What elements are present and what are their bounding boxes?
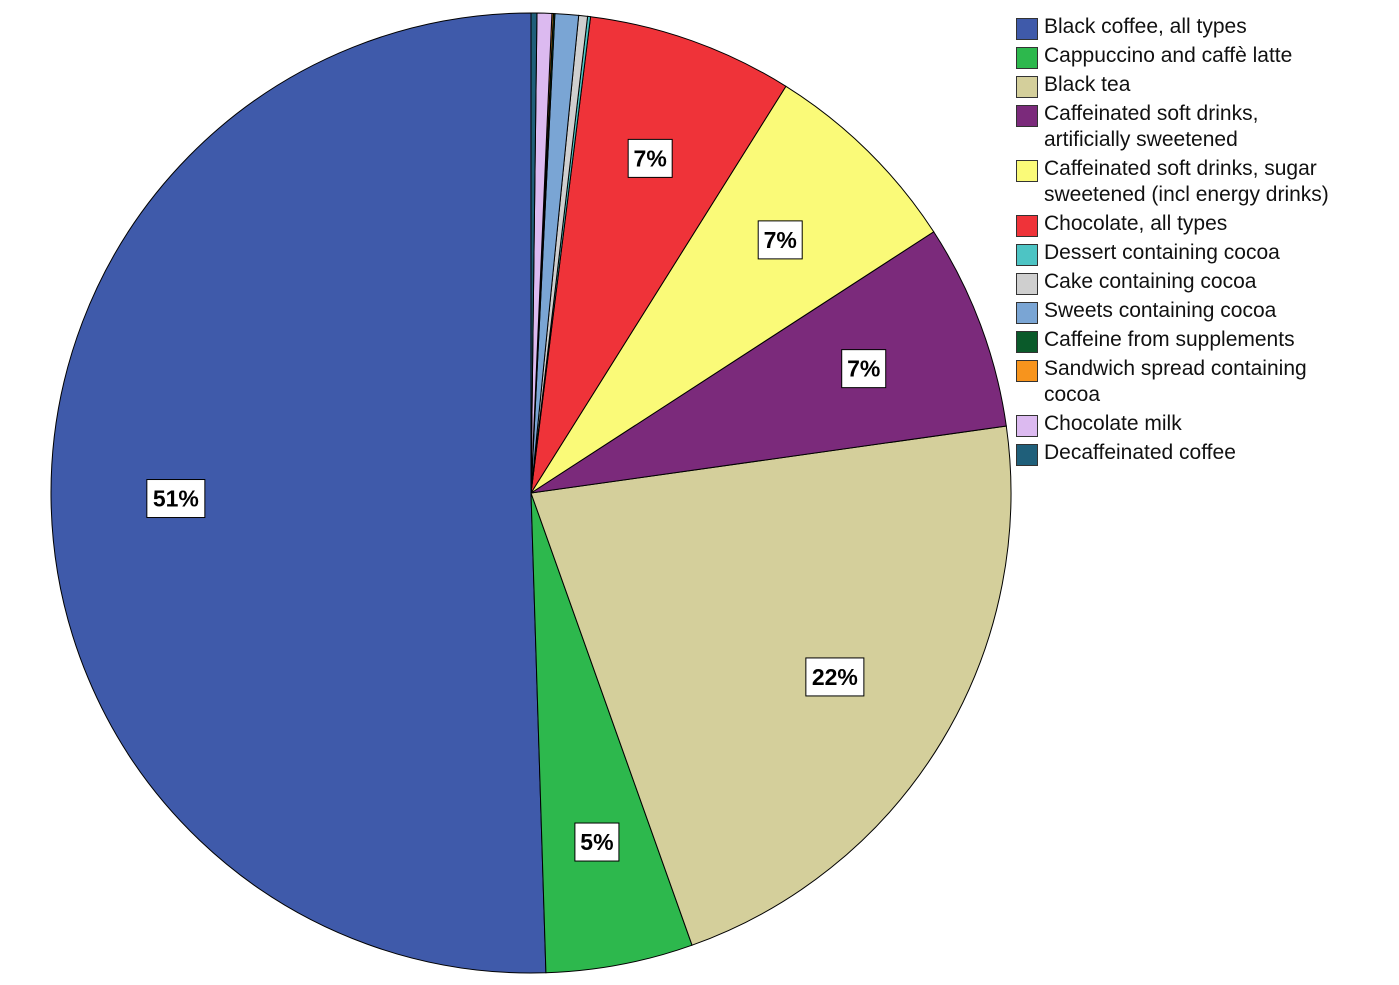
data-label-text: 51%	[153, 486, 199, 512]
legend-swatch	[1016, 47, 1038, 69]
legend-swatch	[1016, 215, 1038, 237]
pie-slice-0	[50, 12, 547, 974]
data-label-box	[574, 822, 620, 862]
legend-swatch	[1016, 331, 1038, 353]
pie-data-labels: 51% 5% 22% 7% 7% 7%	[146, 138, 887, 862]
legend-item-5: Chocolate, all types	[1016, 211, 1396, 237]
legend-item-9: Caffeine from supplements	[1016, 327, 1396, 353]
chart-legend: Black coffee, all types Cappuccino and ca…	[1016, 14, 1396, 469]
legend-label: Caffeinated soft drinks, sugar sweetened…	[1044, 157, 1329, 206]
legend-swatch	[1016, 244, 1038, 266]
legend-swatch	[1016, 160, 1038, 182]
legend-swatch	[1016, 302, 1038, 324]
legend-swatch	[1016, 18, 1038, 40]
pie-slice-5	[530, 16, 787, 494]
legend-item-7: Cake containing cocoa	[1016, 269, 1396, 295]
legend-swatch	[1016, 444, 1038, 466]
pie-slice-4	[530, 85, 935, 494]
legend-swatch	[1016, 76, 1038, 98]
data-label-box	[757, 220, 803, 260]
legend-label: Cappuccino and caffè latte	[1044, 44, 1293, 67]
legend-item-12: Decaffeinated coffee	[1016, 440, 1396, 466]
pie-slice-3	[530, 231, 1007, 494]
legend-label: Caffeinated soft drinks, artificially sw…	[1044, 102, 1259, 151]
data-label-text: 7%	[764, 227, 797, 253]
legend-swatch	[1016, 273, 1038, 295]
data-label-box	[146, 479, 206, 519]
data-label-box	[841, 349, 887, 389]
legend-item-2: Black tea	[1016, 72, 1396, 98]
legend-label: Cake containing cocoa	[1044, 270, 1257, 293]
legend-label: Sandwich spread containing cocoa	[1044, 357, 1307, 406]
legend-item-0: Black coffee, all types	[1016, 14, 1396, 40]
legend-item-1: Cappuccino and caffè latte	[1016, 43, 1396, 69]
legend-item-8: Sweets containing cocoa	[1016, 298, 1396, 324]
legend-item-4: Caffeinated soft drinks, sugar sweetened…	[1016, 156, 1396, 208]
legend-label: Caffeine from supplements	[1044, 328, 1295, 351]
legend-label: Black tea	[1044, 73, 1131, 96]
legend-item-10: Sandwich spread containing cocoa	[1016, 356, 1396, 408]
legend-swatch	[1016, 415, 1038, 437]
pie-data-label-5: 7%	[627, 138, 673, 178]
legend-label: Chocolate, all types	[1044, 212, 1228, 235]
pie-data-label-0: 51%	[146, 479, 206, 519]
legend-label: Decaffeinated coffee	[1044, 441, 1236, 464]
legend-item-11: Chocolate milk	[1016, 411, 1396, 437]
data-label-text: 5%	[580, 829, 613, 855]
pie-slices	[50, 12, 1012, 974]
pie-slice-12	[530, 12, 538, 494]
data-label-text: 22%	[812, 664, 858, 690]
pie-data-label-3: 7%	[841, 349, 887, 389]
data-label-text: 7%	[847, 356, 880, 382]
legend-swatch	[1016, 105, 1038, 127]
pie-slice-1	[530, 492, 693, 974]
legend-item-3: Caffeinated soft drinks, artificially sw…	[1016, 101, 1396, 153]
legend-label: Black coffee, all types	[1044, 15, 1247, 38]
data-label-text: 7%	[634, 145, 667, 171]
legend-item-6: Dessert containing cocoa	[1016, 240, 1396, 266]
legend-label: Sweets containing cocoa	[1044, 299, 1277, 322]
legend-label: Dessert containing cocoa	[1044, 241, 1280, 264]
legend-label: Chocolate milk	[1044, 412, 1182, 435]
pie-slice-2	[530, 425, 1012, 946]
data-label-box	[627, 138, 673, 178]
data-label-box	[805, 657, 865, 697]
pie-data-label-2: 22%	[805, 657, 865, 697]
pie-data-label-1: 5%	[574, 822, 620, 862]
legend-swatch	[1016, 360, 1038, 382]
pie-data-label-4: 7%	[757, 220, 803, 260]
